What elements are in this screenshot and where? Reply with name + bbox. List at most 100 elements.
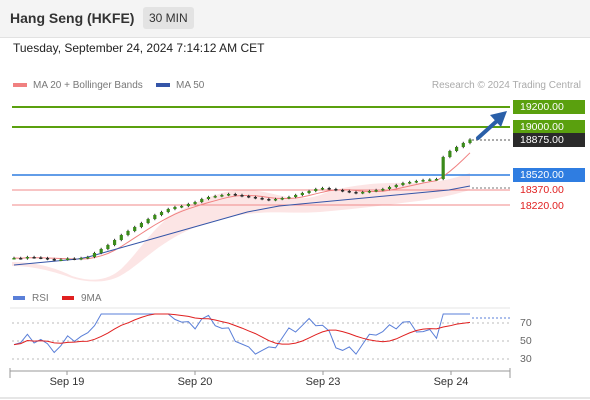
candle-body [408,182,412,184]
candle-body [59,259,63,261]
candle-body [300,193,304,195]
legend-ma50-swatch [156,83,170,88]
candle-body [387,187,392,189]
candle-body [79,258,83,260]
candle-body [414,181,418,183]
candle-body [287,197,291,199]
candle-body [468,139,472,143]
bollinger-band [12,173,470,282]
credit-text: Research © 2024 Trading Central [431,80,581,91]
candle-body [66,258,70,260]
candle-body [314,189,318,191]
chart-header: Hang Seng (HKFE) 30 MIN [0,0,590,38]
candle-body [394,185,398,187]
candle-body [273,199,278,201]
rsi-level-50: 50 [520,335,532,347]
legend-ma20-swatch [13,83,27,88]
candle-body [267,199,271,201]
rsi-legend-swatch [13,296,25,301]
price-tag-resistance-2: 19200.00 [513,100,585,114]
candle-body [448,151,452,157]
rsi-level-30: 30 [520,353,532,365]
candle-body [45,258,50,260]
candle-body [119,235,123,240]
candle-body [25,257,30,259]
candle-body [361,192,365,194]
candle-body [260,198,264,200]
forecast-arrow-head [490,111,507,127]
candle-body [112,240,117,245]
candle-body [193,202,197,204]
candle-body [186,204,190,206]
rsi-ma-legend-label: 9MA [81,293,102,304]
candle-body [320,188,325,190]
candle-body [32,257,36,259]
candle-body [253,197,258,199]
candle-body [206,197,211,199]
candle-body [106,245,110,249]
legend-ma20-label: MA 20 + Bollinger Bands [33,80,143,91]
rsi-level-70: 70 [520,317,532,329]
candle-body [166,209,170,212]
candle-body [421,180,425,182]
rsi-line [13,313,470,355]
candle-body [200,199,204,202]
candle-body [307,191,311,193]
price-label-support-2: 18220.00 [520,200,564,212]
candle-body [92,253,97,257]
candle-body [52,259,56,261]
instrument-title: Hang Seng (HKFE) [10,10,135,26]
candle-body [367,191,372,193]
candle-body [99,249,103,253]
candle-body [374,190,378,192]
candle-body [86,257,90,259]
rsi-ma-line [13,313,471,346]
candle-body [146,219,150,223]
candle-body [213,196,217,198]
candle-body [340,190,345,192]
candle-body [180,206,184,208]
price-tag-resistance-1: 19000.00 [513,120,585,134]
x-label-sep23: Sep 23 [305,376,341,388]
candle-body [247,196,251,198]
chart-datetime: Tuesday, September 24, 2024 7:14:12 AM C… [13,41,265,55]
candle-body [347,191,351,193]
candle-body [461,143,465,147]
candle-body [240,195,244,197]
price-tag-last: 18875.00 [513,133,585,147]
candle-body [401,183,405,185]
candle-body [72,258,76,260]
x-label-sep20: Sep 20 [177,376,213,388]
candle-body [334,189,338,191]
candle-body [434,179,439,181]
candle-body [428,179,432,181]
candle-body [454,147,459,151]
candle-body [153,215,157,219]
candle-body [133,227,137,231]
rsi-ma-legend-swatch [62,296,74,301]
candle-body [19,258,23,260]
candle-body [327,188,331,190]
candle-body [280,198,284,200]
timeframe-badge[interactable]: 30 MIN [143,7,194,29]
x-label-sep19: Sep 19 [49,376,85,388]
forecast-arrow-shaft [476,118,500,140]
candle-body [226,194,231,196]
price-tag-pivot: 18520.00 [513,168,585,182]
candle-body [126,231,130,235]
ma50-line [13,185,471,266]
candle-body [12,258,16,260]
candle-body [173,207,177,209]
legend-ma20: MA 20 + Bollinger Bands [13,80,143,91]
candle-body [441,157,445,179]
candle-body [39,257,43,259]
candle-body [159,212,164,215]
legend-ma50: MA 50 [156,80,204,91]
candle-body [354,192,358,194]
candle-body [139,223,144,227]
rsi-legend: RSI [13,293,49,304]
candle-body [294,195,298,197]
candle-body [233,194,237,196]
x-label-sep24: Sep 24 [433,376,469,388]
